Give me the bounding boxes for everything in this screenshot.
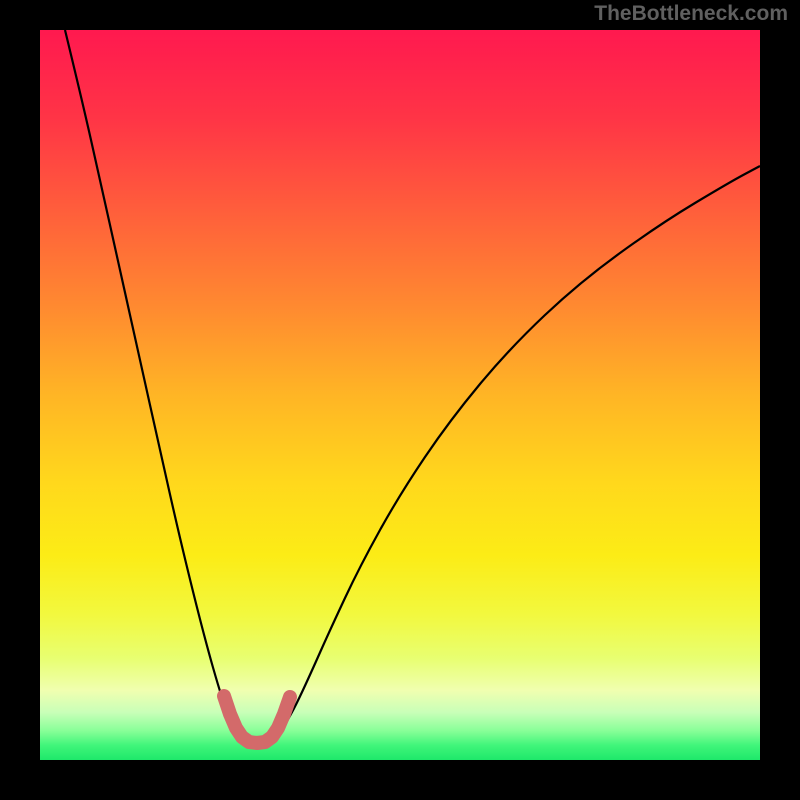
chart-svg <box>0 0 800 800</box>
chart-container: TheBottleneck.com <box>0 0 800 800</box>
watermark-text: TheBottleneck.com <box>594 2 788 26</box>
